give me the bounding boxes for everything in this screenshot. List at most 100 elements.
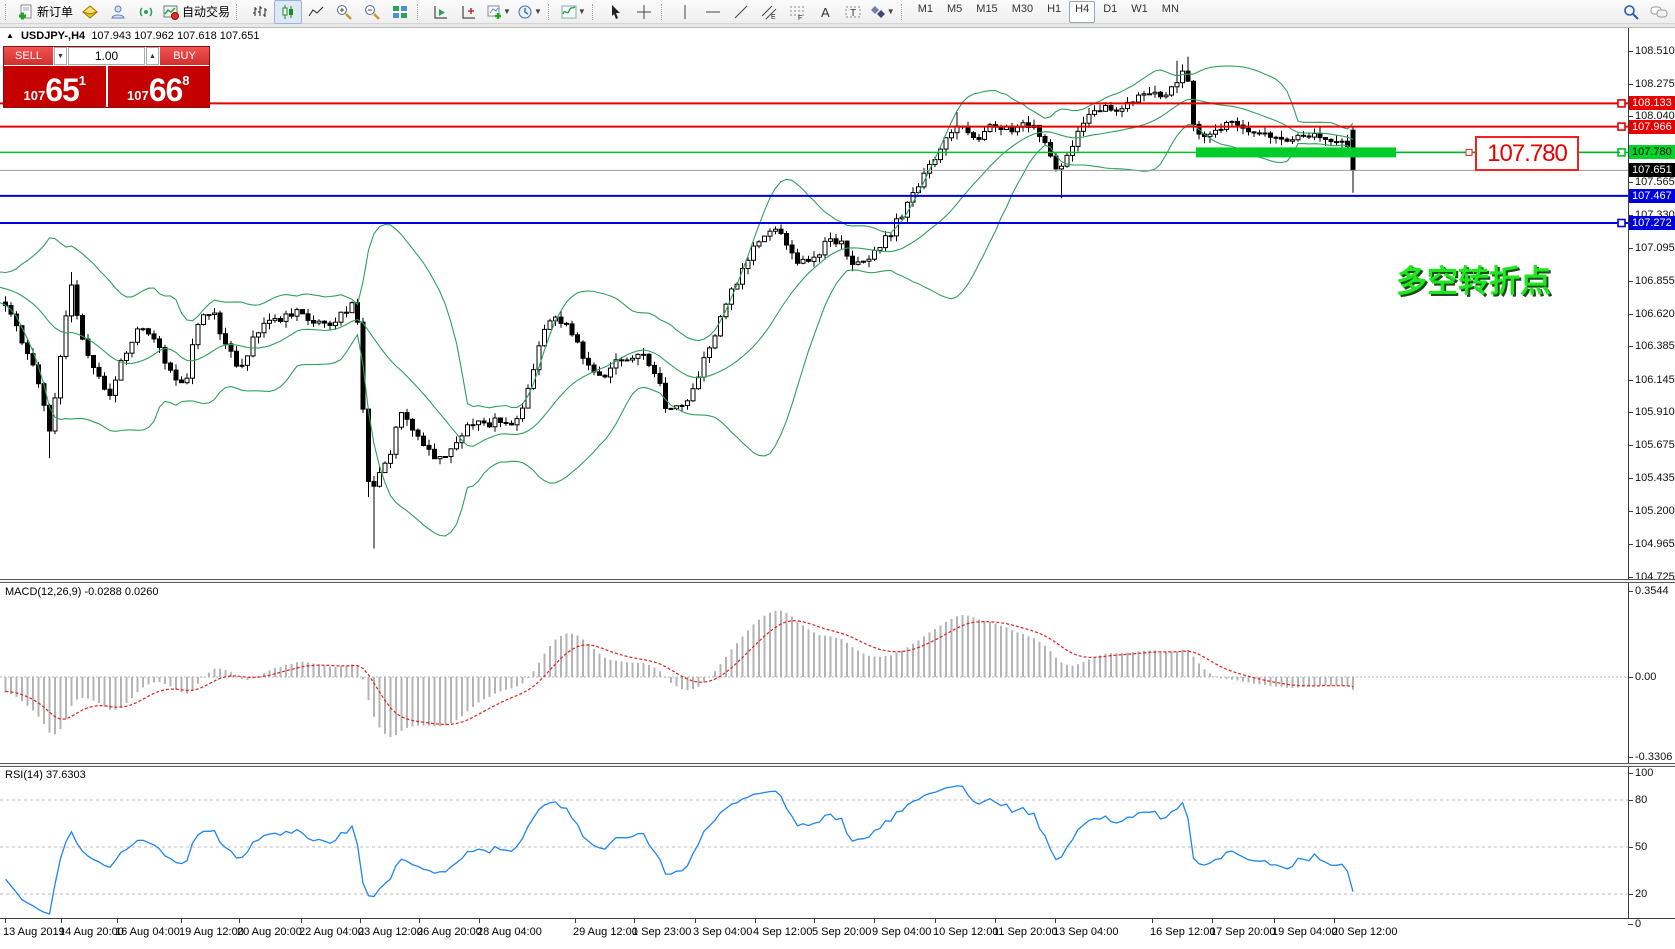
crosshair-tool-button[interactable] xyxy=(630,0,658,24)
time-tick xyxy=(360,919,361,923)
buy-price-button[interactable]: 107 66 8 xyxy=(107,66,209,107)
axis-tick-label: 0 xyxy=(1635,918,1642,930)
timeframe-h4[interactable]: H4 xyxy=(1069,0,1096,23)
vertical-line-tool[interactable] xyxy=(671,0,699,24)
time-tick xyxy=(5,919,6,923)
price-badge: 107.467 xyxy=(1629,189,1675,203)
axis-tick-label: 106.855 xyxy=(1635,275,1675,287)
line-chart-button[interactable] xyxy=(302,0,330,24)
timeframe-w1[interactable]: W1 xyxy=(1131,2,1148,15)
sell-price-point: 1 xyxy=(78,73,87,88)
new-chart-icon xyxy=(487,5,502,19)
axis-tick xyxy=(1628,248,1633,249)
timeframe-h1[interactable]: H1 xyxy=(1047,2,1062,15)
channel-tool[interactable]: E xyxy=(755,0,783,24)
timeframe-d1[interactable]: D1 xyxy=(1103,2,1118,15)
time-tick xyxy=(634,919,635,923)
price-axis[interactable] xyxy=(1628,28,1629,918)
timeframe-m15[interactable]: M15 xyxy=(976,2,998,15)
indicators-dropdown[interactable]: ▼ xyxy=(558,0,589,24)
volume-increment-button[interactable]: ▲ xyxy=(146,47,159,65)
zoom-in-button[interactable] xyxy=(330,0,358,24)
cursor-tool-button[interactable] xyxy=(602,0,630,24)
search-icon xyxy=(1624,4,1639,20)
new-order-button[interactable]: 新订单 xyxy=(15,0,76,24)
zoom-in-icon xyxy=(337,4,352,20)
sell-price-button[interactable]: 107 65 1 xyxy=(4,66,106,107)
main-toolbar: 新订单 自动交易 ▼ ▼ xyxy=(0,0,1675,24)
text-tool[interactable]: A xyxy=(811,0,839,24)
axis-tick-label: -0.3306 xyxy=(1635,751,1673,763)
toolbar-grip[interactable] xyxy=(591,3,598,20)
bar-chart-button[interactable] xyxy=(246,0,274,24)
toolbar-grip[interactable] xyxy=(417,3,423,20)
axis-tick xyxy=(1628,84,1633,85)
axis-tick xyxy=(1628,346,1633,347)
fibonacci-tool[interactable]: F xyxy=(783,0,811,24)
time-tick-label: 20 Sep 12:00 xyxy=(1332,926,1398,938)
text-label-tool[interactable]: T xyxy=(839,0,867,24)
timeframe-m30[interactable]: M30 xyxy=(1011,2,1034,15)
macd-canvas[interactable] xyxy=(0,583,1628,763)
chart-symbol-period: USDJPY-,H4 xyxy=(20,30,86,42)
time-tick-label: 19 Sep 04:00 xyxy=(1272,926,1338,938)
chat-button[interactable] xyxy=(1645,0,1673,24)
axis-tick xyxy=(1628,847,1633,848)
search-button[interactable] xyxy=(1617,0,1645,24)
axis-tick-label: 105.675 xyxy=(1635,439,1675,451)
rsi-canvas[interactable] xyxy=(0,766,1628,918)
time-axis[interactable]: 13 Aug 2019 14 Aug 20:00 16 Aug 04:00 19 Au… xyxy=(0,918,1675,949)
axis-tick xyxy=(1628,677,1633,678)
time-tick xyxy=(1274,919,1275,923)
panel-splitter[interactable] xyxy=(0,579,1675,583)
toolbar-grip[interactable] xyxy=(5,3,11,20)
periods-dropdown[interactable]: ▼ xyxy=(514,0,545,24)
timeframe-m1[interactable]: M1 xyxy=(917,2,933,15)
time-tick xyxy=(1055,919,1056,923)
horizontal-line-tool[interactable] xyxy=(699,0,727,24)
time-tick-label: 3 Sep 04:00 xyxy=(693,926,753,938)
price-level-label-object[interactable]: 107.780 xyxy=(1475,136,1579,171)
dropdown-caret-icon: ▼ xyxy=(886,7,895,16)
axis-tick-label: 106.620 xyxy=(1635,308,1675,320)
profile-button[interactable] xyxy=(104,0,132,24)
time-tick xyxy=(117,919,118,923)
new-order-label: 新订单 xyxy=(37,5,74,19)
chart-title: ▲ USDJPY-,H4 107.943 107.962 107.618 107… xyxy=(6,30,260,42)
new-chart-dropdown[interactable]: ▼ xyxy=(483,0,514,24)
toolbar-grip[interactable] xyxy=(236,3,242,20)
signal-button[interactable] xyxy=(132,0,160,24)
candlestick-chart-button[interactable] xyxy=(274,0,303,24)
candlestick-chart-icon xyxy=(282,4,294,19)
trendline-tool[interactable] xyxy=(727,0,755,24)
tile-windows-button[interactable] xyxy=(386,0,414,24)
market-watch-button[interactable] xyxy=(76,0,104,24)
chart-shift-button[interactable] xyxy=(455,0,483,24)
chart-annotation-text[interactable]: 多空转折点 xyxy=(1396,264,1551,299)
volume-input[interactable]: 1.00 xyxy=(68,47,145,65)
volume-decrement-button[interactable]: ▼ xyxy=(54,47,67,65)
axis-tick-label: 108.040 xyxy=(1635,110,1675,122)
axis-tick-label: 50 xyxy=(1635,841,1648,853)
autotrade-button[interactable]: 自动交易 xyxy=(160,0,233,24)
svg-text:T: T xyxy=(850,8,856,19)
text-label-icon: T xyxy=(845,6,861,19)
price-chart-canvas[interactable] xyxy=(0,28,1628,579)
bar-chart-icon xyxy=(253,5,268,17)
auto-scroll-button[interactable] xyxy=(427,0,455,24)
toolbar-grip[interactable] xyxy=(900,3,907,20)
arrows-dropdown[interactable]: ▼ xyxy=(867,0,898,24)
zoom-out-icon xyxy=(365,4,380,20)
toolbar-grip[interactable] xyxy=(660,3,667,20)
panel-splitter[interactable] xyxy=(0,763,1675,767)
buy-button[interactable]: BUY xyxy=(160,47,209,65)
axis-tick-label: 0.00 xyxy=(1635,671,1657,683)
time-tick-label: 22 Aug 04:00 xyxy=(299,926,364,938)
time-tick-label: 28 Aug 04:00 xyxy=(477,926,542,938)
zoom-out-button[interactable] xyxy=(358,0,386,24)
timeframe-mn[interactable]: MN xyxy=(1161,2,1179,15)
toolbar-grip[interactable] xyxy=(547,3,554,20)
sell-button[interactable]: SELL xyxy=(4,47,53,65)
timeframe-m5[interactable]: M5 xyxy=(947,2,963,15)
axis-tick xyxy=(1628,773,1633,774)
